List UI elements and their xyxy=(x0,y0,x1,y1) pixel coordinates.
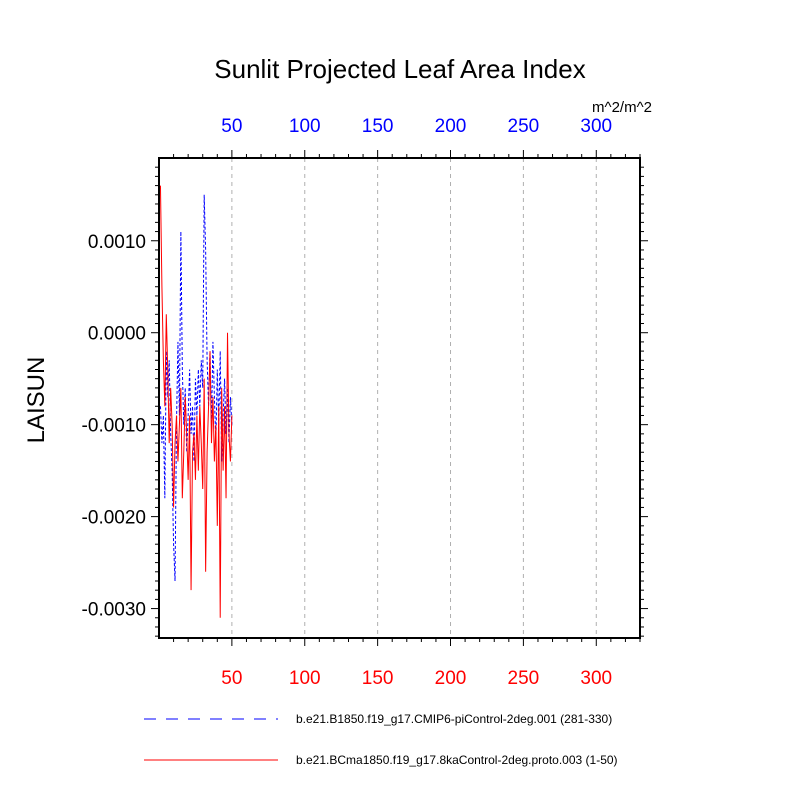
legend-entry-red: b.e21.BCma1850.f19_g17.8kaControl-2deg.p… xyxy=(296,753,618,767)
x-tick-label-bottom-5: 300 xyxy=(580,668,612,689)
x-tick-label-top-4: 250 xyxy=(508,116,540,137)
x-tick-label-bottom-4: 250 xyxy=(508,668,540,689)
y-tick-label-4: -0.0030 xyxy=(82,600,146,621)
x-tick-label-top-1: 100 xyxy=(289,116,321,137)
grid-lines xyxy=(231,158,597,638)
tick-labels: 50 100 150 200 250 300 50 100 150 200 250 300 0.0010… xyxy=(82,116,613,689)
x-tick-label-bottom-0: 50 xyxy=(221,668,242,689)
legend-entry-blue: b.e21.B1850.f19_g17.CMIP6-piControl-2deg… xyxy=(296,712,612,726)
y-axis-label: LAISUN xyxy=(23,357,50,444)
y-tick-label-0: 0.0010 xyxy=(88,232,146,253)
x-tick-label-top-5: 300 xyxy=(580,116,612,137)
series-line-red xyxy=(159,185,233,618)
units-label: m^2/m^2 xyxy=(592,99,652,116)
x-tick-label-bottom-3: 200 xyxy=(435,668,467,689)
y-tick-label-3: -0.0020 xyxy=(82,508,146,529)
x-tick-label-top-3: 200 xyxy=(435,116,467,137)
x-tick-label-bottom-1: 100 xyxy=(289,668,321,689)
series-lines xyxy=(159,185,233,618)
plot-frame xyxy=(158,157,641,639)
legend: b.e21.B1850.f19_g17.CMIP6-piControl-2deg… xyxy=(144,712,618,767)
series-line-blue xyxy=(159,194,233,582)
x-tick-label-top-0: 50 xyxy=(221,116,242,137)
y-tick-label-2: -0.0010 xyxy=(82,416,146,437)
y-tick-label-1: 0.0000 xyxy=(88,324,146,345)
x-tick-label-bottom-2: 150 xyxy=(362,668,394,689)
chart-title: Sunlit Projected Leaf Area Index xyxy=(214,54,585,84)
x-tick-label-top-2: 150 xyxy=(362,116,394,137)
axis-ticks xyxy=(151,150,648,646)
